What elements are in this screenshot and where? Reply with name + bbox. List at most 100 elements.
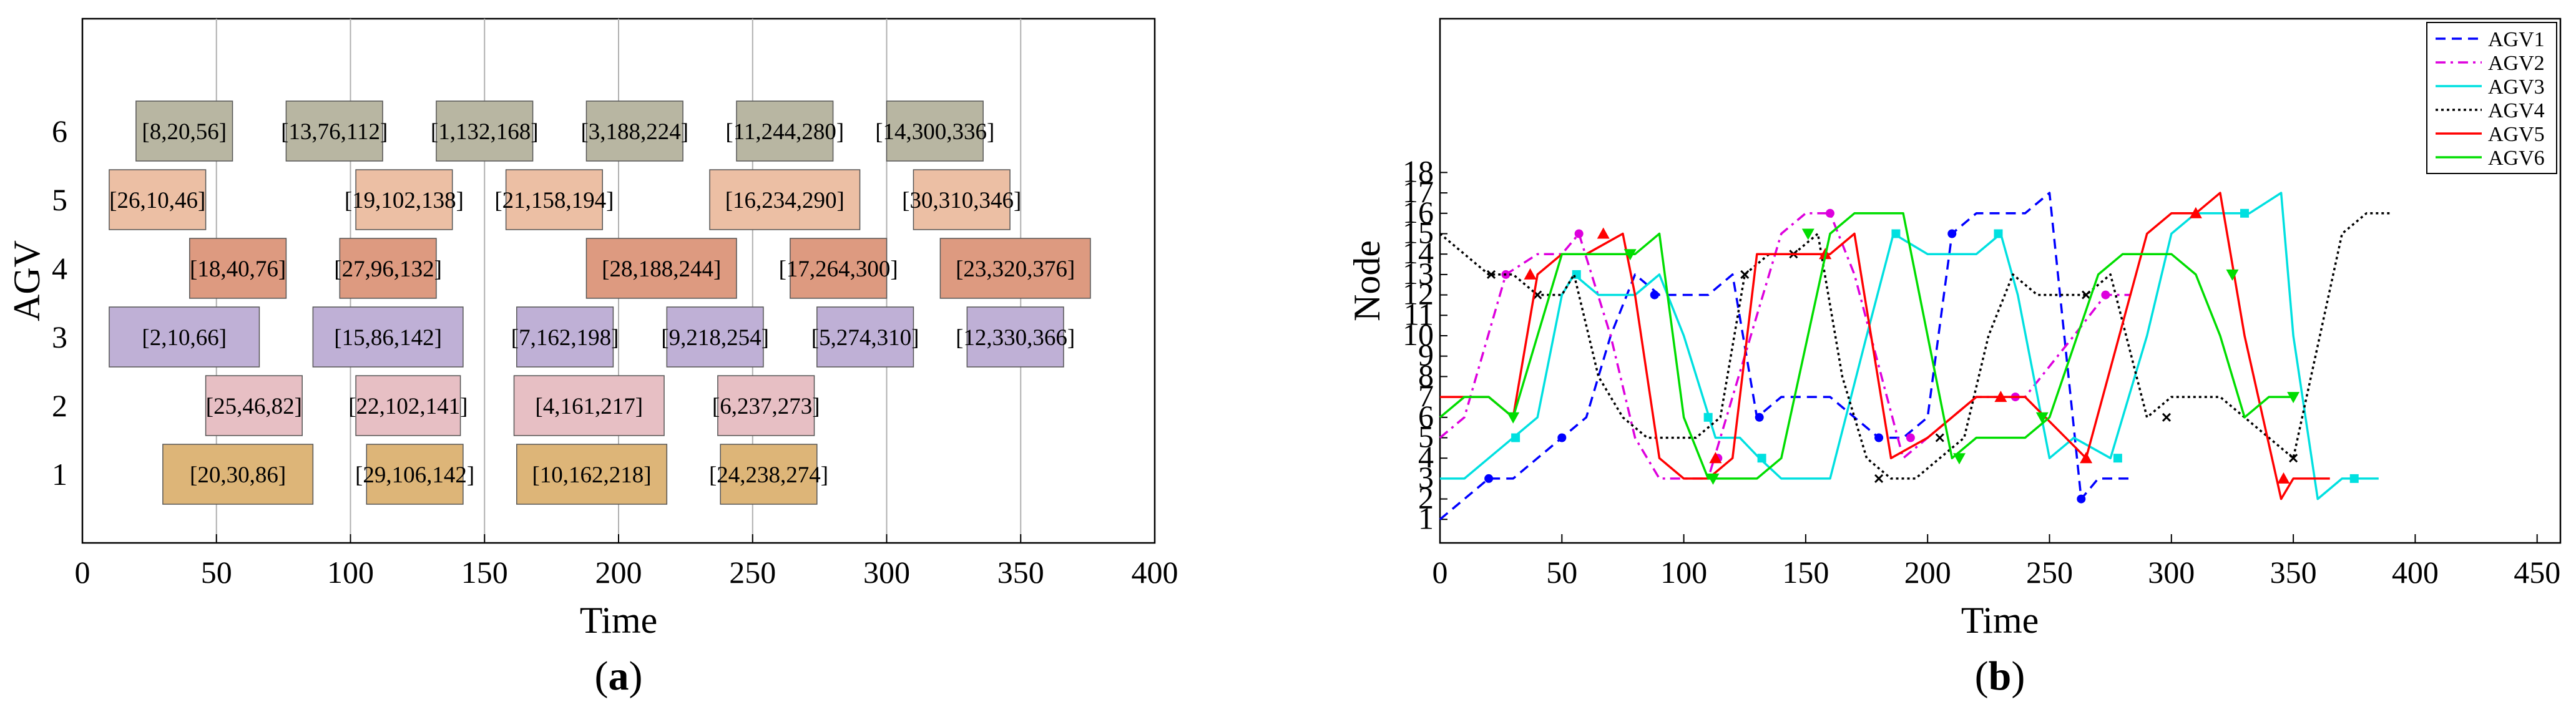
task-bar-agv3-19: [9,218,254] [661,306,769,368]
marker-agv4-6 [2082,290,2091,300]
marker-agv4-7 [2162,412,2172,422]
task-bar-label: [2,10,66] [142,325,227,351]
task-bar-agv2-22: [25,46,82] [205,375,303,436]
legend-label: AGV4 [2488,99,2545,122]
task-bar-rect [913,169,1011,230]
y-tick-label-9: 9 [1418,338,1434,373]
task-bar-rect [666,306,764,368]
series-line-agv6 [1439,212,2294,480]
marker-agv4-5 [1935,433,1944,442]
task-bar-rect [189,238,287,299]
series-line-agv1 [1439,192,2130,520]
task-bar-rect [312,306,464,368]
legend-label: AGV3 [2488,76,2545,99]
task-bar-label: [24,238,274] [709,462,828,488]
task-bar-label: [28,188,244] [602,256,721,282]
task-bar-agv1-26: [20,30,86] [162,444,314,505]
x-tick-label-250: 250 [2026,555,2073,590]
task-bar-label: [15,86,142] [334,325,442,351]
task-bar-rect [709,169,861,230]
marker-agv3-2 [1703,412,1713,422]
series-agv4 [1439,212,2391,483]
task-bar-agv5-10: [30,310,346] [902,169,1021,230]
task-bar-rect [939,238,1091,299]
marker-agv6-1 [1623,249,1637,261]
marker-agv1-6 [2077,494,2086,504]
y-tick-label-1: 1 [1418,500,1434,535]
task-bar-agv6-0: [8,20,56] [135,100,233,162]
task-bar-agv5-8: [21,158,194] [494,169,614,230]
task-bar-label: [1,132,168] [431,119,539,145]
legend-label: AGV6 [2488,147,2545,170]
task-bar-label: [22,102,141] [348,394,468,419]
y-tick-label-5: 5 [1418,419,1434,454]
panel-b-x-tick-labels: 0 50 100 150 200 250 300 350 400 450 [1432,534,2560,590]
task-bar-label: [16,234,290] [725,188,845,213]
x-tick-label-400: 400 [2392,555,2439,590]
marker-agv3-7 [2240,208,2249,218]
task-bar-rect [736,100,834,162]
task-bar-rect [162,444,314,505]
panel-b-label: (b) [1975,653,2025,699]
y-tick-label-17: 17 [1403,174,1434,209]
task-bar-label: [26,10,46] [109,188,205,213]
legend-label: AGV1 [2488,28,2545,51]
task-bar-label: [13,76,112] [281,119,388,145]
marker-agv5-7 [2277,472,2290,484]
task-bar-rect [516,444,668,505]
marker-agv4-8 [2289,454,2298,463]
marker-agv2-4 [1906,433,1915,442]
task-bar-rect [516,306,614,368]
task-bar-rect [436,100,534,162]
task-bar-agv6-1: [13,76,112] [281,100,388,162]
task-bar-agv6-4: [11,244,280] [725,100,844,162]
panel-a-x-axis-label: Time [580,600,658,641]
x-tick-label-400: 400 [1132,555,1178,590]
y-tick-label-3: 3 [52,319,67,354]
x-tick-label-100: 100 [1660,555,1707,590]
task-bar-agv4-13: [28,188,244] [585,238,737,299]
task-bar-agv1-28: [10,162,218] [516,444,668,505]
y-tick-label-4: 4 [52,251,67,286]
task-bar-agv3-17: [15,86,142] [312,306,464,368]
task-bar-rect [135,100,233,162]
x-tick-label-100: 100 [327,555,374,590]
marker-agv3-5 [1994,229,2003,238]
series-agv2 [1439,208,2130,480]
marker-agv1-3 [1755,412,1764,422]
task-bar-label: [12,330,366] [956,325,1075,351]
task-bar-label: [29,106,142] [355,462,474,488]
marker-agv1-1 [1557,433,1567,442]
task-bar-rect [366,444,464,505]
marker-agv2-1 [1574,229,1584,238]
task-bar-label: [23,320,376] [956,256,1075,282]
task-bar-rect [109,306,260,368]
legend-label: AGV5 [2488,123,2545,146]
x-tick-label-300: 300 [863,555,910,590]
task-bar-rect [339,238,437,299]
task-bar-label: [5,274,310] [811,325,919,351]
task-bar-label: [19,102,138] [345,188,464,213]
x-tick-label-50: 50 [1546,555,1577,590]
marker-agv4-2 [1740,270,1750,279]
legend-box [2426,22,2557,174]
series-agv6 [1439,212,2300,485]
task-bar-rect [355,375,461,436]
marker-agv3-6 [2113,454,2122,463]
y-tick-label-2: 2 [1418,480,1434,515]
panel-b-plot-frame [1439,17,2562,544]
task-bar-agv3-18: [7,162,198] [511,306,619,368]
marker-agv5-2 [1709,452,1722,464]
y-tick-label-2: 2 [52,388,67,423]
task-bar-rect [109,169,207,230]
marker-agv6-5 [2035,412,2049,424]
marker-agv1-5 [1947,229,1957,238]
marker-agv3-3 [1757,454,1766,463]
x-tick-label-0: 0 [1432,555,1448,590]
panel-b-y-axis-label: Node [1346,240,1388,321]
task-bar-rect [585,100,683,162]
y-tick-label-16: 16 [1403,195,1434,230]
task-bar-agv2-25: [6,237,273] [712,375,820,436]
marker-agv4-0 [1486,270,1496,279]
task-bar-rect [513,375,665,436]
